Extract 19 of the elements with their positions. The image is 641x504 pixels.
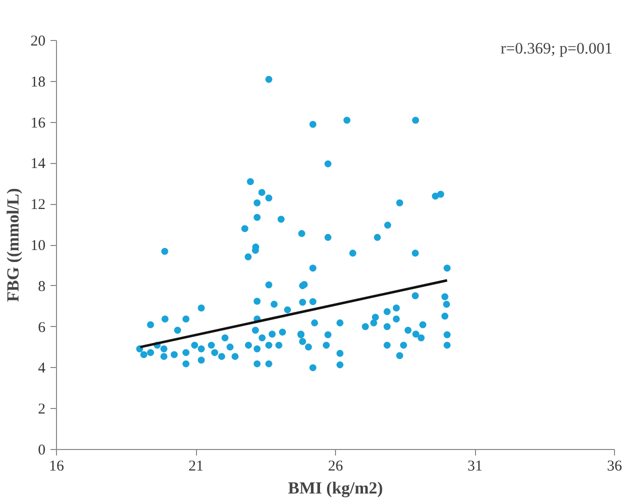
- x-tick-label: 16: [49, 458, 64, 474]
- y-tick-label: 18: [30, 74, 46, 90]
- y-tick-label: 14: [30, 156, 46, 172]
- y-tick-label: 16: [30, 115, 46, 132]
- y-axis-title: FBG ((mmol/L): [4, 188, 22, 302]
- x-tick-label: 31: [468, 458, 482, 474]
- y-tick-label: 12: [30, 197, 46, 214]
- x-tick-label: 21: [188, 458, 204, 474]
- x-tick-label: 26: [328, 458, 344, 474]
- annotation: r=0.369; p=0.001: [500, 40, 613, 58]
- y-tick-label: 4: [38, 360, 46, 377]
- y-tick-label: 6: [38, 320, 46, 336]
- y-tick-label: 20: [30, 34, 46, 50]
- y-tick-label: 8: [38, 278, 46, 295]
- y-tick-label: 10: [30, 238, 46, 254]
- x-tick-label: 36: [607, 458, 622, 474]
- y-tick-label: 0: [38, 442, 46, 458]
- x-axis-title: BMI (kg/m2): [288, 478, 383, 498]
- y-tick-label: 2: [38, 402, 46, 418]
